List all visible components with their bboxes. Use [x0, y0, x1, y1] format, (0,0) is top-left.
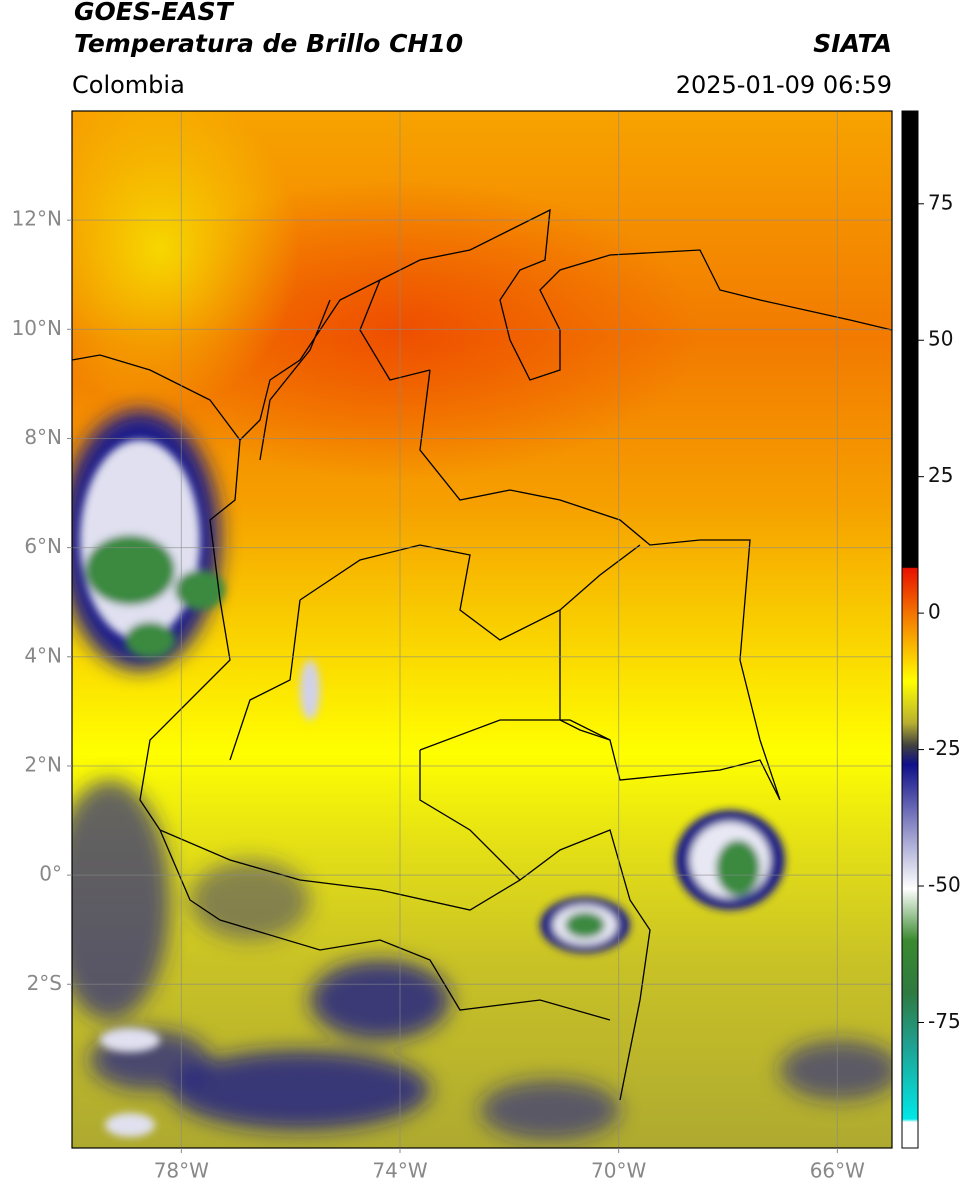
colorbar-tick-label: 0: [928, 600, 941, 624]
x-tick-label: 74°W: [372, 1159, 427, 1183]
y-tick-label: 12°N: [12, 207, 62, 231]
colorbar-tick-label: -25: [928, 736, 961, 760]
x-tick-label: 70°W: [591, 1159, 646, 1183]
colorbar-tick-label: -50: [928, 873, 961, 897]
subtitle: Temperatura de Brillo CH10: [74, 29, 463, 58]
datetime: 2025-01-09 06:59: [676, 71, 892, 99]
y-tick-label: 6°N: [24, 534, 62, 558]
x-tick-label: 78°W: [154, 1159, 209, 1183]
colorbar-tick-label: 25: [928, 463, 953, 487]
map-frame: [71, 110, 893, 1149]
colorbar: [901, 110, 919, 1149]
title: GOES-EAST: [74, 0, 235, 26]
region: Colombia: [72, 71, 185, 99]
y-tick-label: 8°N: [24, 425, 62, 449]
colorbar-tick-label: -75: [928, 1009, 961, 1033]
y-tick-label: 2°N: [24, 752, 62, 776]
x-tick-label: 66°W: [810, 1159, 865, 1183]
satellite-image: [72, 111, 892, 1148]
y-tick-label: 10°N: [12, 316, 62, 340]
colorbar-tick-label: 75: [928, 190, 953, 214]
y-tick-label: 0°: [39, 862, 62, 886]
source: SIATA: [813, 29, 892, 58]
colorbar-tick-label: 50: [928, 327, 953, 351]
y-tick-label: 2°S: [27, 971, 62, 995]
y-tick-label: 4°N: [24, 643, 62, 667]
map-grid: [72, 111, 892, 1148]
